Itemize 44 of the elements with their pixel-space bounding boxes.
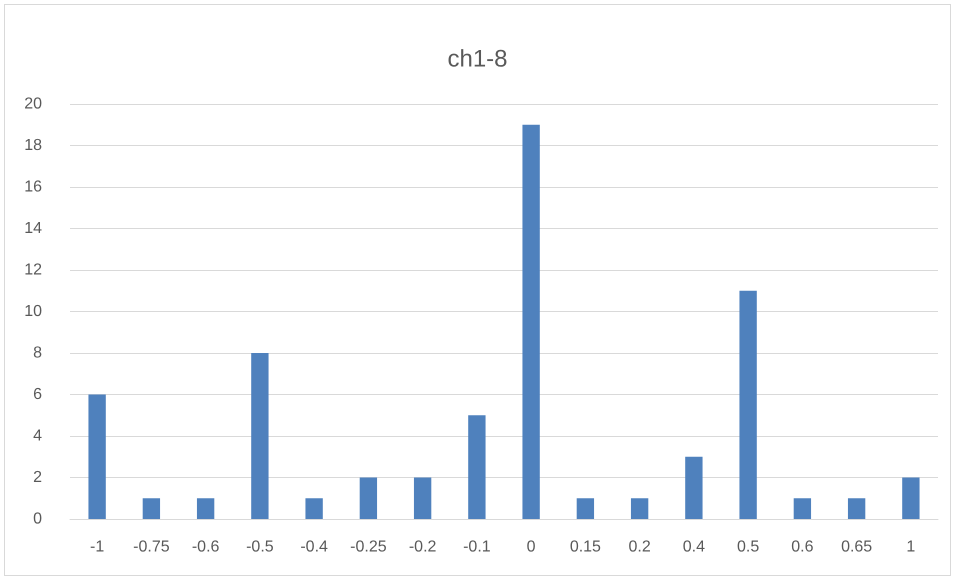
x-tick-label: 0 — [526, 538, 536, 556]
bar — [468, 415, 486, 519]
x-tick-label: 0.5 — [737, 538, 760, 556]
y-tick-label: 18 — [24, 137, 42, 154]
bar — [522, 124, 540, 519]
x-tick-label: -0.1 — [463, 538, 491, 556]
y-tick-label: 0 — [33, 510, 42, 528]
x-tick-label: -0.6 — [192, 538, 220, 556]
y-tick-label: 6 — [33, 386, 42, 403]
bar — [196, 498, 214, 519]
y-tick-label: 8 — [33, 344, 42, 362]
x-tick-label: 0.65 — [841, 538, 872, 556]
bar — [305, 498, 323, 519]
x-tick-label: 1 — [906, 538, 916, 556]
bar — [576, 498, 594, 519]
bar — [142, 498, 160, 519]
bar — [848, 498, 866, 519]
x-tick-label: 0.15 — [570, 538, 602, 556]
bar — [739, 290, 757, 519]
y-tick-label: 2 — [33, 469, 42, 486]
x-tick-label: -0.4 — [300, 538, 328, 556]
bar — [902, 478, 920, 519]
y-tick-label: 10 — [24, 303, 42, 320]
y-tick-label: 4 — [33, 428, 42, 444]
x-tick-label: -0.75 — [133, 538, 170, 556]
x-tick-label: -0.25 — [350, 538, 387, 556]
y-tick-label: 12 — [24, 262, 42, 278]
y-tick-label: 14 — [24, 220, 42, 237]
x-tick-label: -1 — [90, 538, 104, 556]
bar — [794, 498, 812, 519]
bar — [414, 478, 432, 519]
x-tick-label: 0.2 — [628, 538, 651, 556]
bar — [88, 394, 106, 519]
bar — [685, 456, 703, 519]
bar — [251, 353, 269, 519]
x-tick-label: 0.4 — [682, 538, 706, 556]
chart-title: ch1-8 — [447, 46, 508, 72]
x-tick-label: -0.2 — [408, 538, 437, 556]
bar — [360, 478, 378, 519]
x-tick-label: -0.5 — [246, 538, 274, 556]
y-tick-label: 16 — [24, 178, 42, 196]
bar — [630, 498, 648, 519]
y-tick-label: 20 — [24, 96, 42, 112]
x-tick-label: 0.6 — [791, 538, 814, 556]
